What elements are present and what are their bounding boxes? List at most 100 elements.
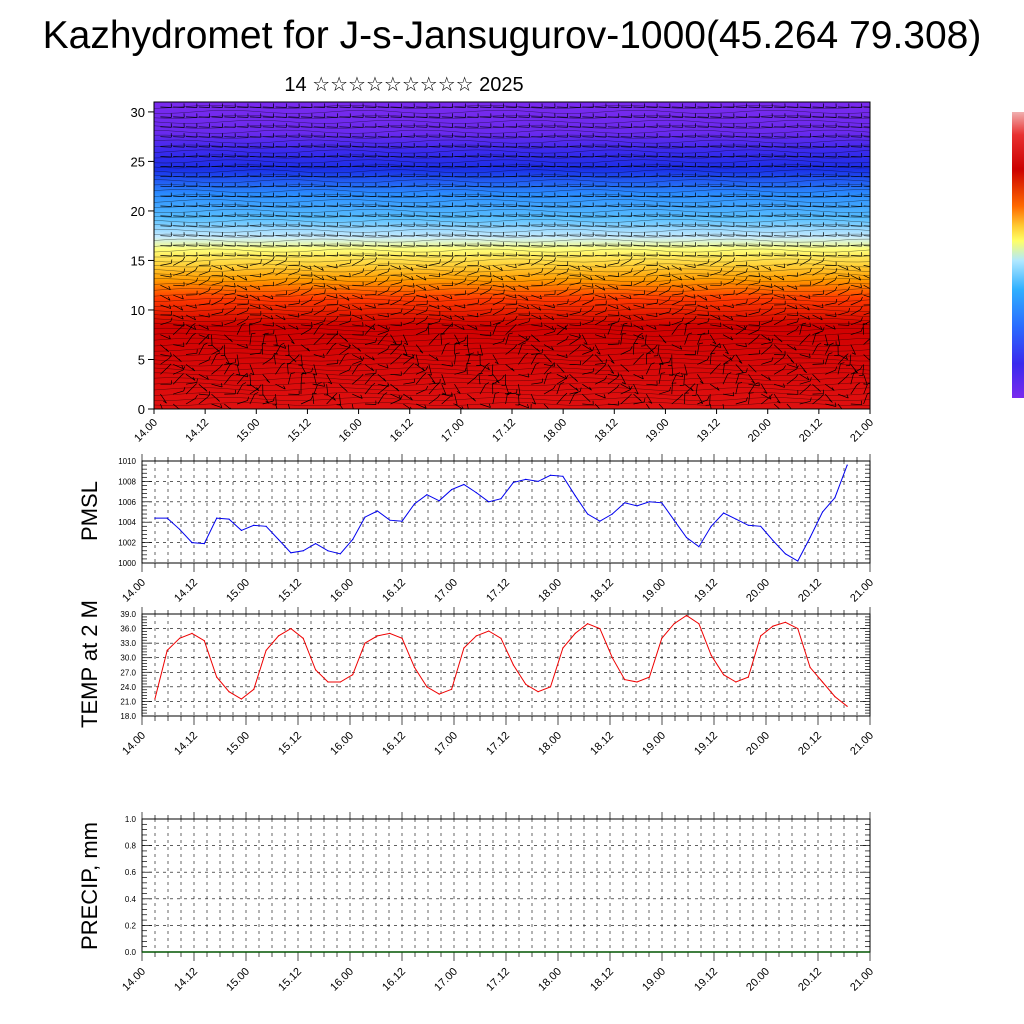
temp-point-47 bbox=[735, 681, 737, 683]
pmsl-ytick-label-4: 1008 bbox=[118, 477, 136, 486]
pmsl-xtick-label-5: 16.12 bbox=[380, 577, 408, 605]
pmsl-point-23 bbox=[438, 500, 440, 502]
pmsl-point-26 bbox=[475, 492, 477, 494]
xs-xtick-label-6: 17.00 bbox=[439, 417, 467, 445]
xs-ytick-label-2: 10 bbox=[131, 303, 145, 318]
precip-xtick-label-2: 15.00 bbox=[224, 966, 252, 994]
temp-point-26 bbox=[475, 635, 477, 637]
pmsl-point-52 bbox=[797, 560, 799, 562]
temp-point-5 bbox=[216, 676, 218, 678]
xs-ytick-label-0: 0 bbox=[138, 402, 145, 417]
pmsl-xtick-label-2: 15.00 bbox=[224, 577, 252, 605]
pmsl-point-47 bbox=[735, 518, 737, 520]
temp-ytick-label-1: 21.0 bbox=[120, 697, 136, 706]
precip-grid bbox=[142, 819, 870, 952]
temp-xtick-label-3: 15.12 bbox=[276, 730, 304, 758]
pmsl-point-39 bbox=[636, 505, 638, 507]
pmsl-xtick-label-12: 20.00 bbox=[744, 577, 772, 605]
xs-ytick-label-3: 15 bbox=[131, 253, 145, 268]
precip-xtick-label-10: 19.00 bbox=[640, 966, 668, 994]
xs-xtick-label-8: 18.00 bbox=[541, 417, 569, 445]
temp-point-40 bbox=[648, 676, 651, 678]
xs-ytick-label-5: 25 bbox=[131, 154, 145, 169]
precip-xtick-label-4: 16.00 bbox=[328, 966, 356, 994]
temp-ytick-label-4: 30.0 bbox=[120, 654, 136, 663]
precip-xtick-label-0: 14.00 bbox=[120, 966, 148, 994]
pmsl-point-17 bbox=[364, 516, 366, 518]
temp-point-32 bbox=[549, 686, 552, 688]
pmsl-point-54 bbox=[821, 511, 824, 513]
precip-ytick-label-5: 1.0 bbox=[125, 815, 137, 824]
pmsl-point-25 bbox=[463, 483, 465, 486]
temp-point-51 bbox=[784, 621, 787, 623]
pmsl-xtick-label-0: 14.00 bbox=[120, 577, 148, 605]
temp-point-9 bbox=[265, 649, 267, 652]
temp-axis-label: TEMP at 2 M bbox=[77, 600, 102, 728]
pmsl-point-8 bbox=[253, 524, 255, 526]
precip-xtick-label-13: 20.12 bbox=[796, 966, 824, 994]
precip-xtick-label-6: 17.00 bbox=[432, 966, 460, 994]
temp-point-36 bbox=[599, 628, 601, 630]
precip-xtick-label-14: 21.00 bbox=[848, 966, 876, 994]
temp-panel: 18.0 21.0 24.0 27.0 30.0 33.0 36.0 39.0 14.00 14.… bbox=[120, 607, 876, 758]
xs-xtick-label-12: 20.00 bbox=[746, 417, 774, 445]
pmsl-point-14 bbox=[327, 550, 329, 552]
temp-point-19 bbox=[389, 632, 391, 635]
pmsl-point-21 bbox=[413, 503, 416, 505]
xs-xtick-label-4: 16.00 bbox=[337, 417, 365, 445]
pmsl-xtick-label-1: 14.12 bbox=[172, 577, 200, 605]
pmsl-point-12 bbox=[302, 550, 304, 552]
pmsl-point-27 bbox=[488, 501, 490, 503]
pmsl-point-33 bbox=[562, 475, 564, 477]
warm-cell-1 bbox=[237, 349, 326, 409]
temp-xtick-label-8: 18.00 bbox=[536, 730, 564, 758]
pmsl-panel: 1000 1002 1004 1006 1008 1010 14.00 14.12 15.00 1… bbox=[118, 454, 876, 605]
warm-cell-5 bbox=[647, 349, 735, 409]
precip-ytick-label-0: 0.0 bbox=[125, 948, 137, 957]
pmsl-point-2 bbox=[179, 528, 181, 530]
precip-panel: 0.0 0.2 0.4 0.6 0.8 1.0 14.00 14.12 15.00 15.12 16… bbox=[120, 812, 876, 994]
pmsl-point-30 bbox=[525, 478, 527, 480]
temp-point-31 bbox=[537, 691, 539, 693]
contour-lines bbox=[154, 105, 870, 406]
pmsl-point-0 bbox=[154, 517, 156, 519]
pmsl-point-42 bbox=[673, 519, 675, 521]
precip-xtick-label-12: 20.00 bbox=[744, 966, 772, 994]
temp-point-41 bbox=[661, 637, 663, 639]
pmsl-point-38 bbox=[624, 502, 626, 504]
precip-xtick-label-8: 18.00 bbox=[536, 966, 564, 994]
precip-xtick-label-7: 17.12 bbox=[484, 966, 512, 994]
xs-xtick-label-10: 19.00 bbox=[644, 417, 672, 445]
pmsl-ytick-label-5: 1010 bbox=[118, 457, 136, 466]
temp-point-44 bbox=[698, 623, 700, 625]
pmsl-point-55 bbox=[834, 497, 836, 499]
temp-point-22 bbox=[426, 686, 428, 688]
pmsl-point-3 bbox=[191, 542, 193, 544]
temp-point-20 bbox=[401, 637, 403, 639]
precip-ytick-label-3: 0.6 bbox=[125, 868, 137, 877]
temp-point-11 bbox=[290, 628, 292, 630]
pmsl-point-28 bbox=[500, 498, 502, 500]
pmsl-point-50 bbox=[772, 540, 774, 542]
xs-xtick-label-1: 14.12 bbox=[183, 417, 211, 445]
temp-point-45 bbox=[710, 654, 712, 656]
pmsl-point-10 bbox=[277, 538, 280, 541]
pmsl-point-7 bbox=[240, 529, 242, 532]
temp-point-1 bbox=[166, 649, 168, 652]
precip-xtick-label-3: 15.12 bbox=[276, 966, 304, 994]
temp-xtick-label-9: 18.12 bbox=[588, 730, 616, 758]
temp-xtick-label-5: 16.12 bbox=[380, 730, 408, 758]
temp-point-0 bbox=[154, 698, 156, 700]
xs-xtick-label-7: 17.12 bbox=[490, 417, 518, 445]
page-title: Kazhydromet for J-s-Jansugurov-1000(45.2… bbox=[42, 14, 982, 57]
temp-ytick-label-6: 36.0 bbox=[120, 625, 136, 634]
temp-grid bbox=[142, 614, 870, 716]
pmsl-point-36 bbox=[599, 520, 601, 522]
pmsl-point-37 bbox=[611, 513, 613, 515]
pmsl-point-13 bbox=[315, 543, 317, 545]
xs-xtick-label-13: 20.12 bbox=[797, 417, 825, 445]
temp-point-6 bbox=[228, 691, 230, 693]
temp-point-46 bbox=[723, 674, 725, 676]
pmsl-point-4 bbox=[203, 543, 205, 545]
